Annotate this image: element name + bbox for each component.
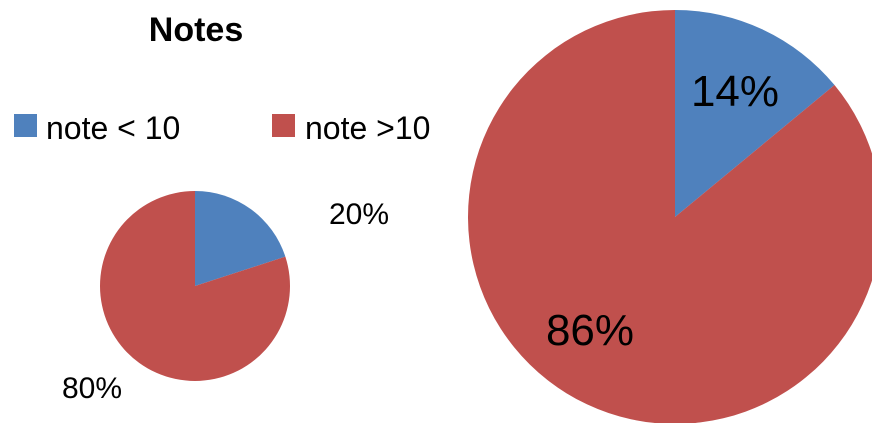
pie-small bbox=[100, 191, 291, 381]
legend-label-note-lt-10: note < 10 bbox=[46, 110, 180, 146]
slice-label-small-note-gt-10: 80% bbox=[62, 372, 122, 405]
pie-large bbox=[468, 10, 872, 423]
pie-small-slice-note-gt-10 bbox=[100, 191, 291, 381]
slice-label-large-note-gt-10: 86% bbox=[546, 306, 634, 355]
pie-small-slice-note-lt-10 bbox=[195, 191, 286, 286]
legend: note < 10 note >10 bbox=[14, 110, 430, 146]
pie-large-slice-note-lt-10 bbox=[675, 10, 835, 217]
pie-large-slice-note-gt-10 bbox=[468, 10, 872, 423]
legend-swatch-note-lt-10 bbox=[14, 114, 37, 137]
legend-label-note-gt-10: note >10 bbox=[305, 110, 430, 146]
legend-swatch-note-gt-10 bbox=[272, 114, 295, 137]
slice-label-small-note-lt-10: 20% bbox=[329, 198, 389, 231]
chart-title: Notes bbox=[149, 11, 243, 49]
slice-label-large-note-lt-10: 14% bbox=[691, 67, 779, 116]
